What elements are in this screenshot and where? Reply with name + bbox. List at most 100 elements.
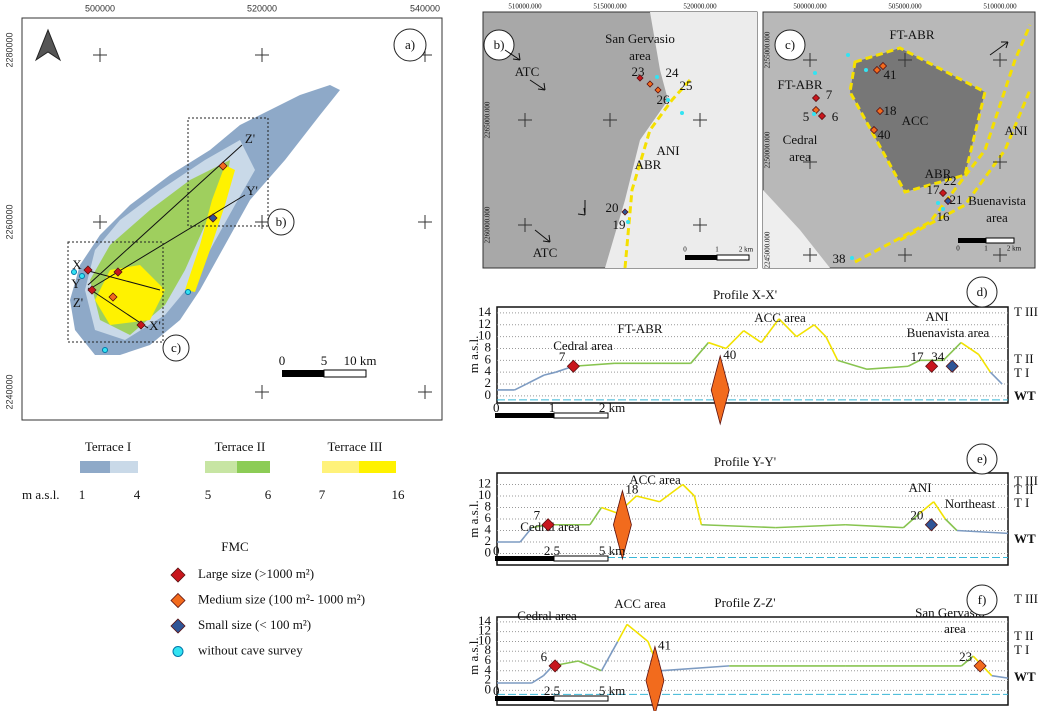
map-label: 19: [613, 217, 626, 232]
area-label: Cedral area: [553, 338, 613, 353]
marker-label: 34: [931, 349, 945, 364]
terrace-label: T III: [1014, 304, 1038, 319]
terrace-label: WT: [1014, 669, 1036, 684]
map-label: 21: [950, 192, 963, 207]
profile-segment: [708, 341, 727, 350]
profile-segment: [902, 512, 921, 529]
grid-cross: [993, 155, 1007, 169]
area-label: ANI: [925, 309, 948, 324]
profile-segment: [682, 483, 695, 497]
area-label: San Gervasio: [915, 605, 985, 620]
panel-label: e): [977, 451, 987, 466]
legend-terrace-title: Terrace III: [327, 439, 382, 454]
area-label: Cedral area: [517, 608, 577, 623]
fmc-marker: [710, 354, 730, 426]
scale-bar: [958, 238, 986, 243]
marker-label: 41: [658, 638, 671, 653]
profile-segment: [837, 359, 868, 370]
terrace-label: T I: [1014, 642, 1029, 657]
map-label: Buenavista: [968, 193, 1026, 208]
scale-bar: [685, 255, 717, 260]
legend-marker: [170, 592, 186, 609]
scale-label: 1: [715, 246, 719, 254]
legend-swatch: [359, 461, 396, 473]
panel-label: c): [171, 340, 181, 355]
legend-swatch: [205, 461, 237, 473]
scale-bar: [716, 254, 750, 261]
scale-label: 2 km: [739, 246, 754, 254]
y-tick-label: 2245000.000: [764, 231, 772, 268]
grid-cross: [255, 385, 269, 399]
site-point: [811, 105, 821, 115]
site-point: [636, 74, 644, 82]
marker-label: 17: [911, 349, 925, 364]
site-point: [655, 75, 659, 79]
y-tick-label: 0: [485, 681, 492, 696]
area-label: ACC area: [614, 596, 666, 611]
y-tick-label: 8: [485, 498, 492, 513]
scale-bar: [553, 695, 609, 702]
map-label: area: [629, 48, 651, 63]
map-label: ACC: [902, 113, 929, 128]
terrace-label: T III: [1014, 473, 1038, 488]
marker-label: 20: [910, 508, 923, 523]
grid-cross: [803, 248, 817, 262]
y-tick-label: 8: [485, 642, 492, 657]
profile-segment: [813, 324, 827, 338]
map-label: ANI: [1004, 123, 1027, 138]
legend-unit: m a.s.l.: [22, 487, 60, 502]
x-tick-label: 510000.000: [983, 3, 1017, 11]
profile-frame: [496, 306, 1009, 404]
grid-cross: [803, 53, 817, 67]
area-label: ACC area: [754, 310, 806, 325]
marker-label: 18: [625, 482, 638, 497]
area-label: area: [944, 621, 966, 636]
legend-item: Medium size (100 m²- 1000 m²): [198, 591, 365, 606]
fmc-marker: [925, 359, 939, 373]
profile-segment: [866, 365, 909, 371]
profile-segment: [519, 535, 526, 543]
map-label: 26: [657, 92, 671, 107]
y-tick-label: 4: [485, 662, 492, 677]
site-point: [666, 98, 670, 102]
y-tick-label: 6: [485, 652, 492, 667]
map-label: 38: [833, 251, 846, 266]
y-tick-label: 2240000: [4, 374, 14, 409]
profile-line: [87, 194, 246, 291]
inset-c-box: [67, 241, 164, 343]
y-axis-label: m a.s.l.: [466, 336, 481, 374]
map-label: 20: [606, 200, 619, 215]
profile-segment: [636, 495, 660, 503]
legend-item: without cave survey: [198, 642, 303, 657]
scale-label: 5 km: [599, 683, 625, 698]
y-tick-label: 2: [485, 375, 492, 390]
legend-item: Large size (>1000 m²): [198, 566, 314, 581]
profile-segment: [514, 383, 527, 391]
fmc-marker: [541, 518, 555, 532]
panel-label-circle: [966, 276, 998, 308]
grid-cross: [418, 215, 432, 229]
site-point: [872, 65, 882, 75]
legend-terrace-title: Terrace II: [215, 439, 266, 454]
map-label: 24: [666, 65, 680, 80]
x-tick-label: 510000.000: [508, 3, 542, 11]
panel-label: b): [494, 37, 505, 52]
arrow: [989, 41, 1009, 56]
legend-marker: [172, 646, 184, 657]
site-point: [71, 269, 77, 275]
map-label: FT-ABR: [889, 27, 934, 42]
y-tick-label: 4: [485, 521, 492, 536]
scale-label: 0: [493, 543, 500, 558]
profile-title: Profile X-X': [713, 287, 777, 302]
scale-bar: [495, 556, 554, 561]
grid-cross: [803, 155, 817, 169]
grid-cross: [255, 215, 269, 229]
fmc-marker: [924, 518, 938, 532]
map-label: ATC: [533, 245, 558, 260]
fmc-marker: [613, 489, 632, 561]
map-label: 5: [803, 109, 810, 124]
y-axis-label: m a.s.l.: [466, 500, 481, 538]
profile-segment: [991, 674, 1009, 679]
x-tick-label: 520000: [247, 3, 277, 13]
